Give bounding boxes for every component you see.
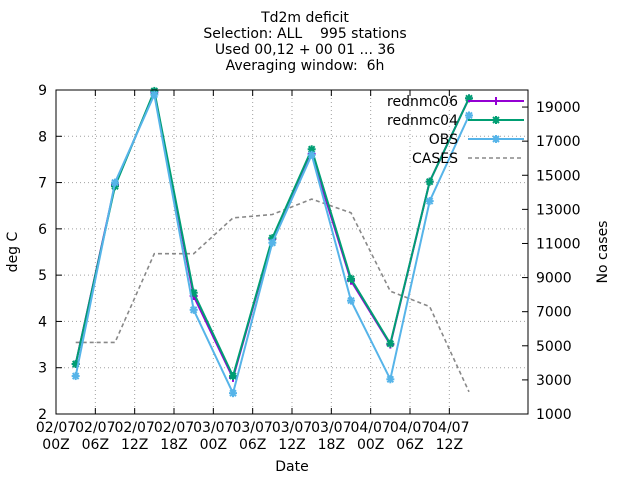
y-axis-label: deg C [5,231,21,272]
x-tick-label: 06Z [82,437,109,453]
y-tick-label: 7 [38,176,47,192]
y-tick-label: 6 [38,222,47,238]
data-point-obs [425,197,434,206]
x-tick-label: 04/07 [429,420,469,436]
x-tick-label: 00Z [357,437,384,453]
legend-marker-rednmc06 [492,97,500,105]
x-tick-label: 18Z [160,437,187,453]
legend-label-cases: CASES [412,151,458,167]
x-tick-label: 12Z [278,437,305,453]
y2-tick-label: 3000 [536,373,572,389]
data-point-obs [150,90,159,99]
legend-label-obs: OBS [429,132,458,148]
y2-tick-label: 13000 [536,202,581,218]
y2-tick-label: 7000 [536,305,572,321]
x-axis-label: Date [275,459,308,475]
y2-tick-label: 5000 [536,339,572,355]
title-line-1: Td2m deficit [261,10,349,26]
legend-marker-obs [492,135,500,143]
x-tick-label: 04/07 [350,420,390,436]
x-tick-label: 18Z [318,437,345,453]
y2-tick-label: 19000 [536,100,581,116]
data-point-obs [307,150,316,159]
y2-tick-label: 15000 [536,168,581,184]
x-tick-label: 04/07 [390,420,430,436]
data-point-obs [386,375,395,384]
data-point-rednmc04 [189,288,198,297]
x-tick-label: 03/07 [232,420,272,436]
series-line-rednmc04 [74,87,470,379]
x-tick-label: 02/07 [114,420,154,436]
y-tick-label: 9 [38,83,47,99]
x-tick-label: 06Z [396,437,423,453]
legend: rednmc06 rednmc04 OBS CASES [387,94,524,167]
title-line-2: Selection: ALL 995 stations [203,26,407,42]
data-point-obs [268,238,277,247]
data-point-obs [189,305,198,314]
data-point-rednmc04 [229,372,237,381]
y2-tick-label: 9000 [536,271,572,287]
data-point-obs [229,389,237,398]
y-tick-label: 2 [38,407,47,423]
data-point-obs [111,178,119,187]
series-line-cases [75,198,470,393]
data-point-obs [465,111,473,120]
x-tick-label: 02/07 [154,420,194,436]
data-point-rednmc04 [386,339,395,348]
x-tick-label: 03/07 [272,420,312,436]
axes: 02/0700Z02/0706Z02/0712Z02/0718Z03/0700Z… [36,83,581,453]
x-tick-label: 00Z [200,437,227,453]
grid [55,90,528,414]
x-tick-label: 02/07 [75,420,115,436]
legend-label-rednmc06: rednmc06 [387,94,458,110]
x-tick-label: 03/07 [311,420,351,436]
x-tick-label: 02/07 [36,420,76,436]
x-tick-label: 00Z [42,437,69,453]
data-point-obs [347,296,355,305]
title-line-4: Averaging window: 6h [225,58,385,74]
y2-tick-label: 1000 [536,407,572,423]
series-layer [71,86,473,398]
y-tick-label: 5 [38,268,47,284]
y2-tick-label: 11000 [536,236,581,252]
chart-title: Td2m deficit Selection: ALL 995 stations… [0,10,610,74]
x-tick-label: 12Z [121,437,148,453]
title-line-3: Used 00,12 + 00 01 ... 36 [214,42,396,58]
x-tick-label: 06Z [239,437,266,453]
legend-marker-rednmc04 [492,116,500,124]
legend-label-rednmc04: rednmc04 [387,113,458,129]
data-point-rednmc04 [425,177,434,186]
x-tick-label: 03/07 [193,420,233,436]
data-point-rednmc04 [347,274,355,283]
y2-tick-label: 17000 [536,134,581,150]
x-tick-label: 12Z [436,437,463,453]
data-point-obs [71,372,80,381]
y2-axis-label: No cases [595,221,611,284]
y-tick-label: 8 [38,129,47,145]
y-tick-label: 4 [38,314,47,330]
y-tick-label: 3 [38,361,47,377]
